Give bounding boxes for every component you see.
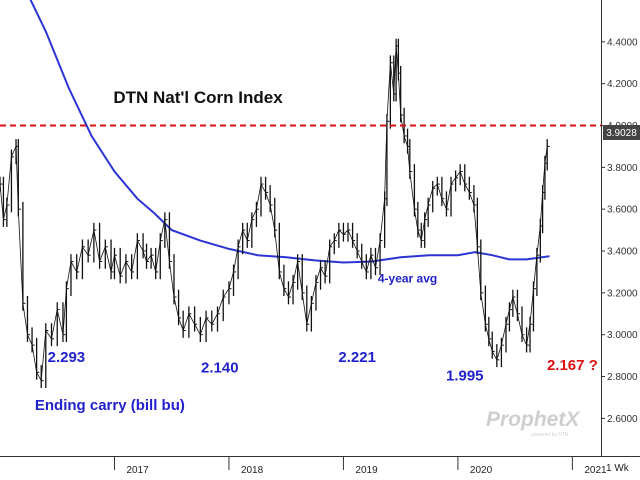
x-tick-label: 2017: [126, 465, 149, 476]
x-tick-label: 2019: [355, 465, 378, 476]
annotation-label: Ending carry (bill bu): [35, 397, 185, 414]
y-tick-label: 3.8000: [607, 163, 638, 174]
series-corn-index: [0, 45, 548, 383]
annotation-label: 4-year avg: [378, 271, 437, 285]
watermark-text: ProphetX: [486, 408, 581, 431]
y-tick-label: 2.8000: [607, 372, 638, 383]
x-tick-label: 2018: [241, 465, 264, 476]
axis-layer: [0, 0, 640, 457]
y-tick-label: 3.2000: [607, 288, 638, 299]
y-tick-label: 4.2000: [607, 79, 638, 90]
prophetx-watermark: ProphetX powered by DTN: [486, 408, 581, 438]
x-tick-label: 2021: [584, 465, 607, 476]
x-tick-label: 2020: [470, 465, 493, 476]
y-axis-ticks: 2.6000 2.8000 3.0000 3.2000 3.4000 3.6000 3.80…: [601, 37, 638, 425]
annotations: 2.293 2.140 2.221 1.995 2.167 ? Ending carry …: [35, 271, 598, 414]
annotation-label: 2.221: [338, 349, 376, 366]
annotation-label: 2.293: [48, 349, 86, 366]
watermark-subtext: powered by DTN: [531, 432, 569, 438]
y-tick-label: 3.0000: [607, 330, 638, 341]
annotation-label: 2.140: [201, 359, 239, 376]
y-tick-label: 4.4000: [607, 37, 638, 48]
chart-title: DTN Nat'l Corn Index: [113, 88, 283, 107]
price-bars-layer: [0, 38, 550, 389]
y-tick-label: 3.6000: [607, 205, 638, 216]
y-tick-label: 3.4000: [607, 247, 638, 258]
x-axis-ticks: 2017 2018 2019 2020 2021: [113, 456, 607, 476]
frequency-label: 1 Wk: [606, 463, 630, 474]
y-tick-label: 2.6000: [607, 414, 638, 425]
last-value-label: 3.9028: [606, 128, 637, 139]
last-value-badge-bg: [603, 125, 640, 140]
annotation-label: 2.167 ?: [547, 357, 598, 374]
annotation-label: 1.995: [446, 368, 484, 385]
series-4-year-avg: [29, 0, 550, 264]
average-line-layer: [29, 0, 550, 264]
last-value-badge: 3.9028: [603, 125, 640, 140]
